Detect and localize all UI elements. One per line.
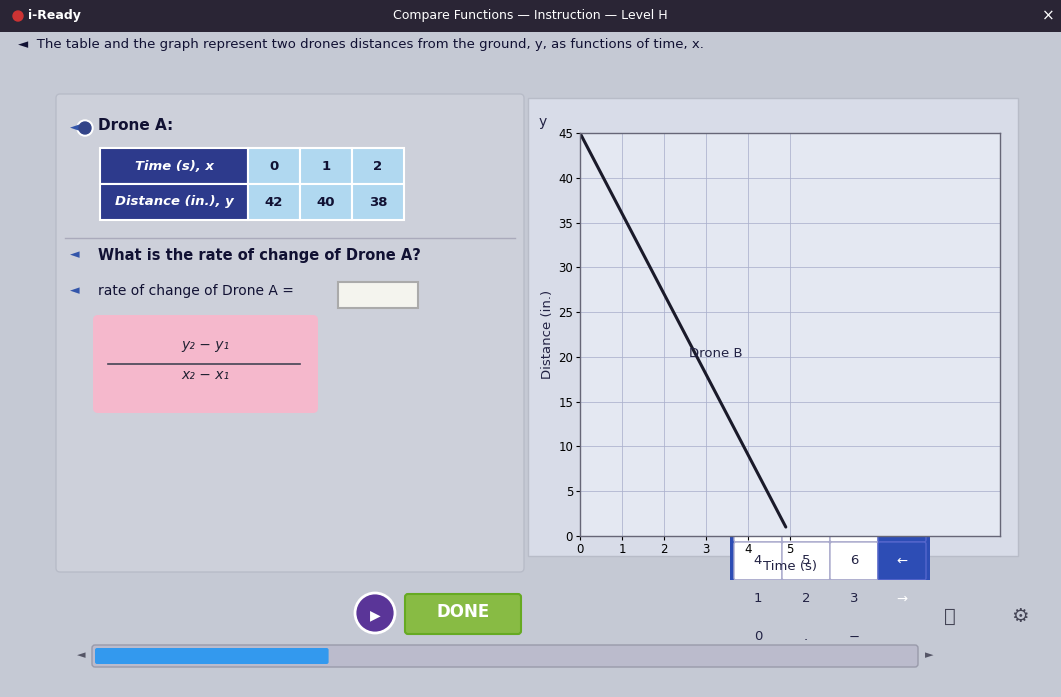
FancyBboxPatch shape <box>734 580 782 618</box>
Text: 0: 0 <box>753 631 762 643</box>
Text: 2: 2 <box>373 160 383 172</box>
FancyBboxPatch shape <box>830 580 879 618</box>
Text: 1: 1 <box>321 160 331 172</box>
FancyBboxPatch shape <box>734 542 782 580</box>
FancyBboxPatch shape <box>93 315 318 413</box>
Y-axis label: Distance (in.): Distance (in.) <box>541 290 554 379</box>
Text: ▶: ▶ <box>369 608 380 622</box>
Text: 40: 40 <box>317 195 335 208</box>
Text: 2: 2 <box>802 592 811 606</box>
Text: x₂ − x₁: x₂ − x₁ <box>181 368 229 382</box>
Text: 4: 4 <box>753 555 762 567</box>
FancyBboxPatch shape <box>894 472 926 498</box>
Text: ⏸: ⏸ <box>944 607 956 626</box>
Text: 38: 38 <box>369 195 387 208</box>
Circle shape <box>77 120 93 136</box>
FancyBboxPatch shape <box>405 594 521 634</box>
Bar <box>0 0 1061 32</box>
Text: ◄: ◄ <box>70 248 80 261</box>
Circle shape <box>355 593 395 633</box>
Bar <box>730 470 930 500</box>
FancyBboxPatch shape <box>879 542 926 580</box>
Text: −: − <box>849 631 859 643</box>
Text: ◄: ◄ <box>76 650 85 660</box>
FancyBboxPatch shape <box>830 504 879 542</box>
Text: ◄: ◄ <box>70 284 80 297</box>
Text: Compare Functions — Instruction — Level H: Compare Functions — Instruction — Level … <box>393 9 667 22</box>
Text: Time (s), x: Time (s), x <box>135 160 213 172</box>
FancyBboxPatch shape <box>782 542 830 580</box>
FancyBboxPatch shape <box>879 580 926 618</box>
Text: 3: 3 <box>850 592 858 606</box>
Bar <box>352 148 404 184</box>
Text: 42: 42 <box>265 195 283 208</box>
Text: ←: ← <box>897 555 907 567</box>
Text: ...: ... <box>794 478 806 491</box>
Text: ◄  The table and the graph represent two drones distances from the ground, y, as: ◄ The table and the graph represent two … <box>18 38 703 51</box>
Text: .: . <box>804 631 808 643</box>
FancyBboxPatch shape <box>830 542 879 580</box>
FancyBboxPatch shape <box>782 504 830 542</box>
Text: 1: 1 <box>753 592 762 606</box>
Text: DONE: DONE <box>436 603 489 621</box>
Text: ×: × <box>1042 9 1055 24</box>
Text: i-Ready: i-Ready <box>28 9 81 22</box>
FancyBboxPatch shape <box>734 618 782 656</box>
X-axis label: Time (s): Time (s) <box>763 560 817 573</box>
FancyBboxPatch shape <box>734 504 782 542</box>
Bar <box>100 184 248 220</box>
Text: ►: ► <box>925 650 934 660</box>
Text: 6: 6 <box>850 555 858 567</box>
FancyBboxPatch shape <box>830 618 879 656</box>
FancyBboxPatch shape <box>782 580 830 618</box>
Bar <box>352 184 404 220</box>
Text: 8: 8 <box>802 516 811 530</box>
Text: ⌫: ⌫ <box>892 516 911 530</box>
Text: Distance (in.), y: Distance (in.), y <box>115 195 233 208</box>
Text: 7: 7 <box>753 516 762 530</box>
Text: ◄: ◄ <box>70 121 80 134</box>
Text: 0: 0 <box>269 160 279 172</box>
Text: →: → <box>897 592 907 606</box>
FancyBboxPatch shape <box>879 504 926 542</box>
Bar <box>100 148 248 184</box>
Text: ×: × <box>904 477 916 491</box>
Text: 9: 9 <box>850 516 858 530</box>
Bar <box>0 580 1061 697</box>
Bar <box>528 98 1017 556</box>
Text: What is the rate of change of Drone A?: What is the rate of change of Drone A? <box>98 248 421 263</box>
Circle shape <box>13 11 23 21</box>
FancyBboxPatch shape <box>56 94 524 572</box>
FancyBboxPatch shape <box>92 645 918 667</box>
Text: Drone B: Drone B <box>690 347 743 360</box>
Text: y: y <box>538 115 546 129</box>
Bar <box>338 282 418 308</box>
Text: ⚙: ⚙ <box>1011 607 1029 626</box>
Text: Drone A:: Drone A: <box>98 118 173 133</box>
Text: 5: 5 <box>802 555 811 567</box>
Circle shape <box>79 122 91 134</box>
Bar <box>300 184 352 220</box>
Bar <box>300 148 352 184</box>
Text: rate of change of Drone A =: rate of change of Drone A = <box>98 284 294 298</box>
Bar <box>248 148 300 184</box>
Text: y₂ − y₁: y₂ − y₁ <box>181 338 229 352</box>
Bar <box>248 184 300 220</box>
FancyBboxPatch shape <box>95 648 329 664</box>
Bar <box>730 470 930 658</box>
FancyBboxPatch shape <box>782 618 830 656</box>
